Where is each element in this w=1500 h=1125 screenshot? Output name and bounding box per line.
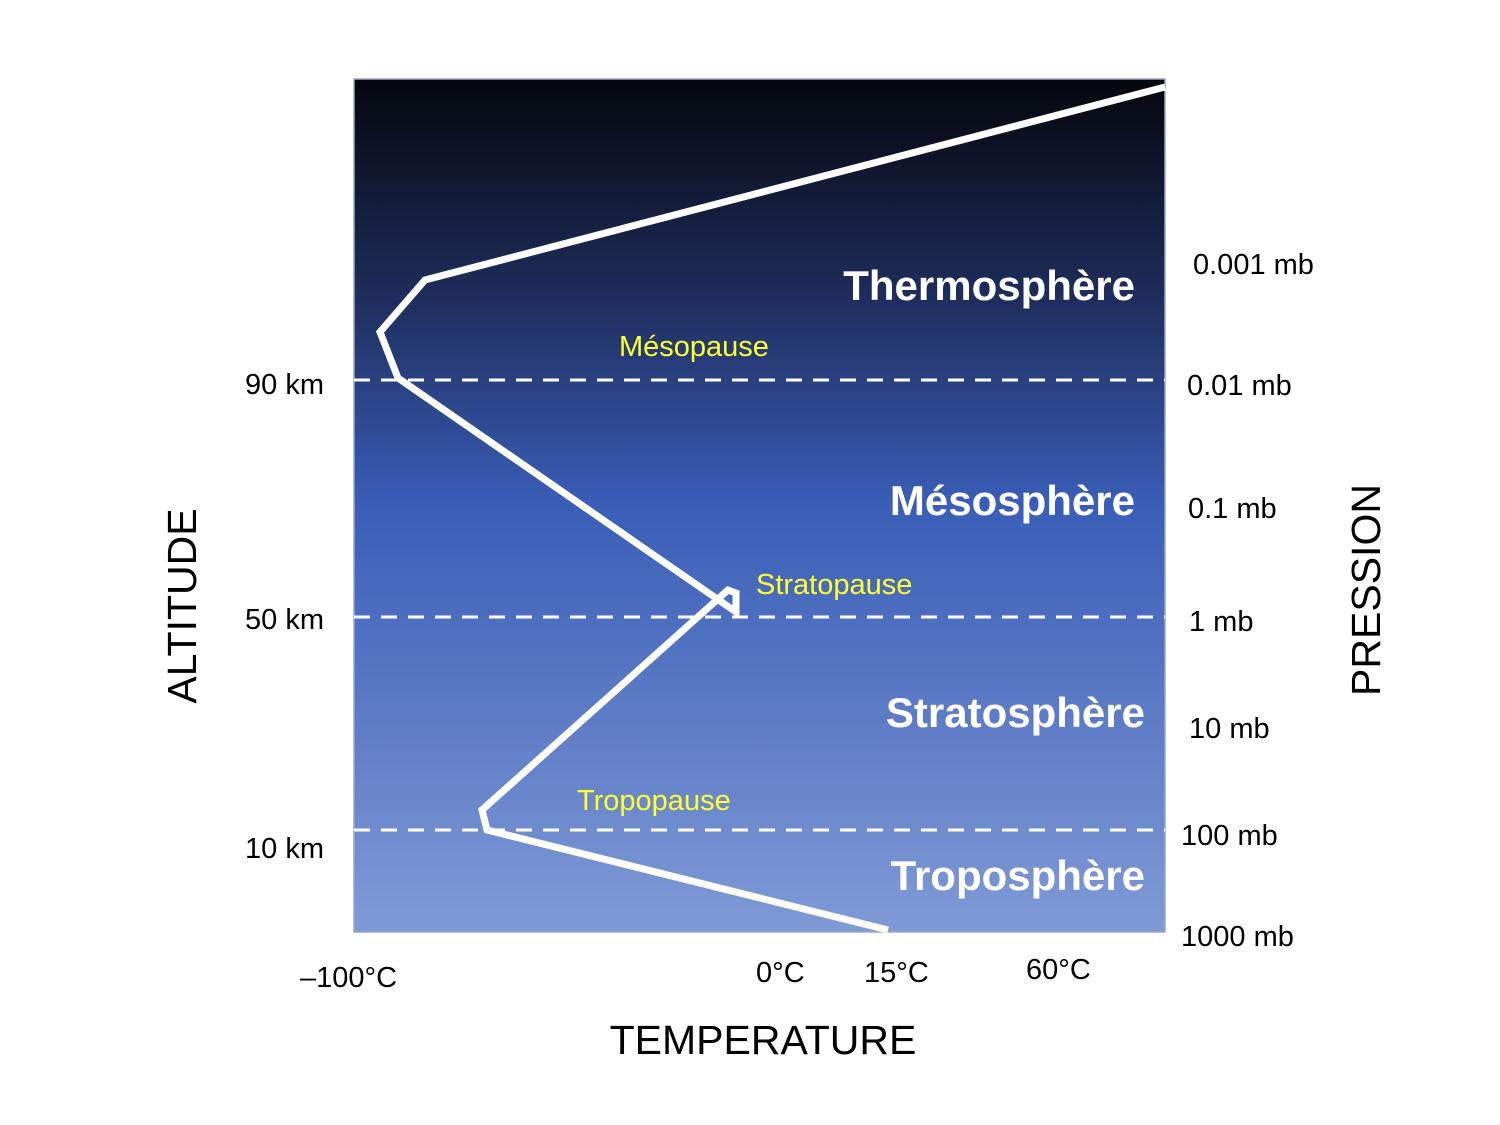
pressure-tick-0001: 0.001 mb (1193, 249, 1314, 281)
temperature-tick-0: 0°C (756, 957, 805, 989)
y-axis-right-title: PRESSION (1343, 484, 1389, 696)
layer-stratosphere: Stratosphère (886, 689, 1145, 736)
layer-thermosphere: Thermosphère (843, 262, 1135, 309)
pause-stratopause: Stratopause (756, 569, 912, 601)
pressure-tick-001: 0.01 mb (1187, 370, 1292, 402)
temperature-tick-15: 15°C (864, 957, 929, 989)
x-axis-title: TEMPERATURE (610, 1017, 917, 1063)
temperature-tick-minus100: –100°C (300, 962, 397, 994)
altitude-tick-10: 10 km (245, 833, 324, 865)
pause-mesopause: Mésopause (619, 331, 769, 363)
pause-tropopause: Tropopause (577, 785, 731, 817)
pressure-tick-100: 100 mb (1181, 820, 1278, 852)
layer-troposphere: Troposphère (891, 852, 1145, 899)
altitude-tick-90: 90 km (245, 369, 324, 401)
altitude-tick-50: 50 km (245, 604, 324, 636)
layer-mesosphere: Mésosphère (890, 477, 1135, 524)
pressure-tick-1: 1 mb (1189, 606, 1253, 638)
temperature-tick-60: 60°C (1026, 954, 1091, 986)
pressure-tick-10: 10 mb (1189, 713, 1270, 745)
plot-area (353, 78, 1166, 933)
y-axis-left-title: ALTITUDE (159, 508, 205, 703)
pressure-tick-01: 0.1 mb (1188, 493, 1277, 525)
temperature-profile-line (375, 83, 1166, 934)
pressure-tick-1000: 1000 mb (1181, 921, 1294, 953)
